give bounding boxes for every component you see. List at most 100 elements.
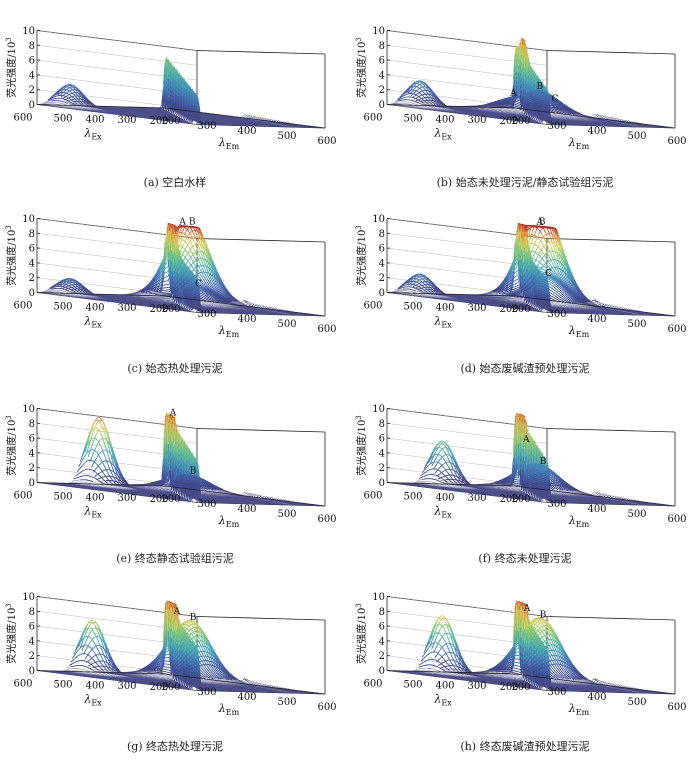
z-tick-label: 4: [29, 70, 35, 81]
surface-segment: [401, 95, 404, 98]
surface-segment: [559, 101, 562, 104]
surface-segment: [405, 90, 409, 94]
axis-box-edge: [196, 50, 326, 55]
surface-segment: [63, 92, 67, 95]
surface-segment: [212, 279, 216, 283]
surface-segment: [195, 283, 198, 286]
surface-segment: [209, 297, 212, 300]
surface-segment: [196, 283, 199, 285]
surface-segment: [148, 284, 151, 288]
surface-segment: [546, 92, 549, 95]
surface-segment: [495, 101, 498, 103]
surface-segment: [169, 240, 172, 261]
em-tick-label: 400: [587, 126, 606, 137]
surface-segment: [500, 101, 503, 103]
surface-segment: [425, 97, 428, 101]
surface-segment: [203, 279, 206, 283]
surface-segment: [412, 88, 415, 92]
surface-segment: [220, 295, 223, 298]
surface-segment: [429, 89, 433, 92]
surface-segment: [518, 98, 520, 100]
surface-segment: [194, 244, 198, 250]
z-axis-label: 荧光强度/103: [5, 37, 18, 98]
surface-segment: [206, 290, 209, 292]
surface-segment: [217, 293, 220, 296]
surface-segment: [196, 296, 199, 298]
surface-segment: [62, 91, 65, 94]
surface-segment: [150, 286, 153, 289]
surface-segment: [63, 86, 67, 89]
surface-segment: [207, 289, 211, 292]
surface-segment: [206, 267, 209, 273]
surface-segment: [185, 250, 188, 253]
surface-segment: [211, 262, 214, 266]
surface-segment: [534, 101, 536, 104]
surface-segment: [196, 227, 199, 231]
surface-segment: [174, 273, 177, 278]
surface-segment: [183, 239, 187, 244]
surface-segment: [207, 280, 211, 284]
surface-segment: [73, 85, 76, 88]
surface-segment: [166, 271, 169, 273]
surface-segment: [67, 87, 70, 90]
surface-segment: [557, 101, 561, 103]
surface-segment: [177, 268, 180, 272]
surface-segment: [209, 287, 212, 290]
surface-segment: [83, 289, 86, 291]
ex-tick-label: 400: [435, 114, 454, 125]
surface-segment: [49, 96, 52, 99]
em-tick-label: 200: [511, 116, 530, 127]
surface-segment: [220, 299, 223, 302]
surface-segment: [199, 257, 203, 262]
surface-segment: [187, 250, 190, 254]
surface-segment: [498, 102, 501, 104]
surface-segment: [569, 112, 572, 115]
surface-segment: [567, 107, 570, 110]
surface-segment: [421, 98, 425, 101]
surface-segment: [225, 298, 228, 301]
surface-segment: [200, 292, 202, 295]
surface-segment: [529, 101, 532, 104]
surface-segment: [410, 93, 413, 97]
surface-segment: [572, 113, 575, 115]
surface-segment: [150, 289, 153, 291]
surface-segment: [502, 102, 504, 104]
surface-segment: [178, 249, 182, 254]
surface-segment: [75, 99, 78, 102]
surface-segment: [172, 285, 175, 288]
surface-segment: [196, 230, 199, 233]
surface-segment: [207, 290, 211, 293]
surface-segment: [204, 287, 207, 290]
surface-segment: [151, 287, 155, 290]
surface-segment: [516, 101, 519, 103]
surface-segment: [204, 241, 208, 246]
surface-segment: [187, 242, 190, 246]
surface-segment: [183, 271, 187, 275]
surface-segment: [214, 279, 217, 283]
surface-segment: [211, 282, 214, 286]
surface-segment: [215, 293, 219, 296]
surface-segment: [83, 287, 86, 290]
surface-segment: [206, 250, 209, 254]
surface-segment: [558, 103, 560, 105]
surface-segment: [538, 103, 541, 105]
surface-segment: [180, 272, 183, 275]
surface-segment: [537, 96, 540, 98]
surface-segment: [207, 276, 211, 281]
surface-segment: [195, 275, 198, 279]
surface-segment: [54, 92, 57, 96]
surface-segment: [73, 279, 76, 281]
surface-segment: [175, 242, 179, 248]
surface-segment: [207, 290, 211, 293]
surface-segment: [559, 105, 562, 107]
surface-segment: [217, 288, 220, 292]
surface-segment: [170, 292, 174, 297]
surface-segment: [215, 296, 219, 299]
surface-segment: [153, 275, 156, 279]
eem-panel: 0 2 4 6 8 10 荧光强度/103 600 500 400 300 200 200 300 400 5…: [0, 0, 350, 190]
surface-segment: [215, 285, 219, 289]
surface-segment: [193, 283, 196, 285]
surface-segment: [86, 100, 89, 103]
surface-segment: [153, 286, 156, 289]
surface-segment: [185, 244, 188, 249]
